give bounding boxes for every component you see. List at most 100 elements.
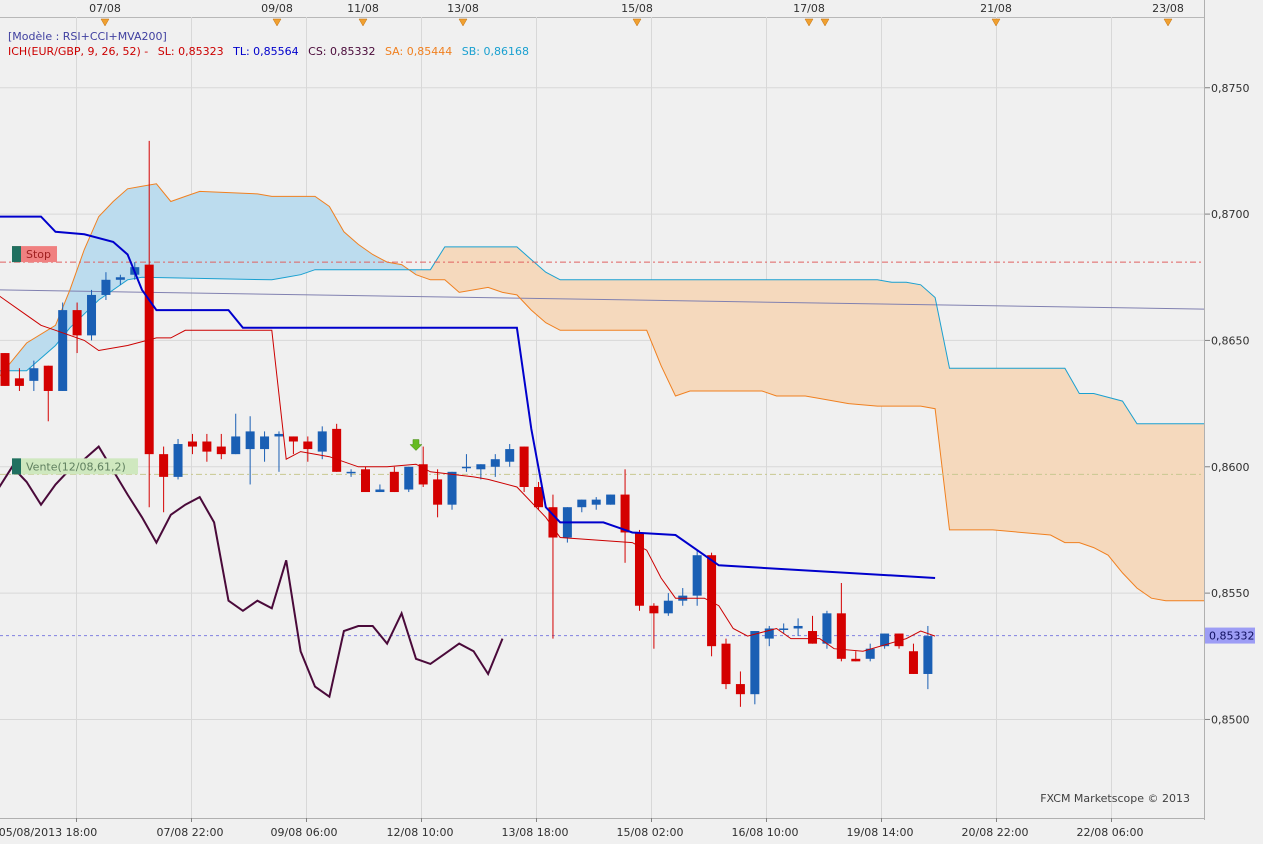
candle-body <box>793 625 803 629</box>
watermark: FXCM Marketscope © 2013 <box>1040 792 1190 805</box>
candle-body <box>187 441 197 447</box>
sl-value: SL: 0,85323 <box>158 45 224 58</box>
candle-body <box>577 499 587 508</box>
candle-body <box>779 628 789 630</box>
candle-body <box>115 277 125 280</box>
candle-body <box>14 378 24 386</box>
candle-body <box>548 507 558 538</box>
x-tick-label: 12/08 10:00 <box>387 826 454 839</box>
indicator-legend: ICH(EUR/GBP, 9, 26, 52) - SL: 0,85323 TL… <box>8 45 529 58</box>
candle-body <box>418 464 428 485</box>
sb-value: SB: 0,86168 <box>462 45 529 58</box>
vente-label-bg <box>12 458 138 475</box>
stop-label-text: Stop <box>26 248 51 261</box>
event-marker-icon[interactable] <box>100 18 110 27</box>
event-marker-icon[interactable] <box>991 18 1001 27</box>
candle-body <box>822 613 832 644</box>
x-tick-label: 13/08 18:00 <box>502 826 569 839</box>
vente-label[interactable]: Vente(12/08,61,2) <box>12 458 138 475</box>
top-date-label: 15/08 <box>621 2 653 15</box>
chart-info-legend: [Modèle : RSI+CCI+MVA200] ICH(EUR/GBP, 9… <box>8 30 529 58</box>
vente-label-marker <box>12 458 21 475</box>
stop-label[interactable]: Stop <box>12 246 57 263</box>
event-marker-icon[interactable] <box>272 18 282 27</box>
y-tick-label: 0,8750 <box>1211 82 1250 95</box>
top-date-label: 07/08 <box>89 2 121 15</box>
mva200-line <box>0 289 1204 310</box>
top-date-strip <box>0 0 1204 17</box>
top-date-label: 13/08 <box>447 2 479 15</box>
x-tick-label: 19/08 14:00 <box>847 826 914 839</box>
kumo-cloud-bullish <box>0 183 416 376</box>
candle-body <box>72 310 82 336</box>
event-marker-icon[interactable] <box>632 18 642 27</box>
y-tick-label: 0,8600 <box>1211 461 1250 474</box>
candle-body <box>880 633 890 647</box>
candle-body <box>389 471 399 493</box>
candle-body <box>288 436 298 442</box>
kumo-cloud-bearish <box>416 246 1204 601</box>
vente-label-text: Vente(12/08,61,2) <box>26 460 126 473</box>
candle-body <box>404 466 414 490</box>
candle-body <box>851 658 861 662</box>
candle-body <box>865 648 875 659</box>
candle-body <box>634 532 644 606</box>
candle-body <box>894 633 904 647</box>
candle-body <box>461 466 471 469</box>
candle-body <box>361 469 370 493</box>
candle-body <box>505 449 515 462</box>
candle-body <box>260 436 270 450</box>
ich-name: ICH(EUR/GBP, 9, 26, 52) - <box>8 45 148 58</box>
candle-body <box>490 459 500 467</box>
grid <box>0 17 1204 818</box>
candle-body <box>101 279 111 295</box>
candle-body <box>649 605 659 614</box>
candle-body <box>317 431 327 452</box>
candle-body <box>447 471 457 505</box>
candle-body <box>534 486 544 508</box>
event-marker-icon[interactable] <box>1163 18 1173 27</box>
candle-body <box>808 631 818 644</box>
candle-body <box>663 600 673 614</box>
top-date-label: 17/08 <box>793 2 825 15</box>
x-tick-label: 15/08 02:00 <box>617 826 684 839</box>
y-tick-label: 0,8700 <box>1211 208 1250 221</box>
candle-body <box>750 631 760 695</box>
sell-arrow-icon[interactable] <box>409 439 423 451</box>
candle-body <box>620 494 630 533</box>
event-marker-icon[interactable] <box>804 18 814 27</box>
candle-body <box>202 441 212 452</box>
current-price-tag <box>1205 627 1255 644</box>
event-marker-icon[interactable] <box>820 18 830 27</box>
senkou-a-line <box>0 183 1204 602</box>
x-tick-label: 05/08/2013 18:00 <box>0 826 97 839</box>
candle-body <box>173 444 183 477</box>
kijun-sen-line <box>0 295 936 652</box>
tenkan-sen-line <box>0 215 936 579</box>
x-tick-label: 22/08 06:00 <box>1077 826 1144 839</box>
candle-body <box>476 464 486 470</box>
candle-body <box>519 446 529 487</box>
stop-label-bg <box>12 246 57 263</box>
event-marker-icon[interactable] <box>358 18 368 27</box>
candle-body <box>606 494 616 505</box>
candle-body <box>245 431 255 450</box>
event-marker-icon[interactable] <box>458 18 468 27</box>
y-tick-label: 0,8550 <box>1211 587 1250 600</box>
candle-body <box>332 428 342 472</box>
candle-body <box>707 555 717 647</box>
stop-label-marker <box>12 246 21 263</box>
x-tick-label: 09/08 06:00 <box>271 826 338 839</box>
candle-body <box>375 489 385 493</box>
candle-body <box>0 353 10 386</box>
candle-body <box>735 684 745 695</box>
x-tick-label: 16/08 10:00 <box>732 826 799 839</box>
x-tick-label: 20/08 22:00 <box>962 826 1029 839</box>
candle-body <box>346 471 356 474</box>
candle-body <box>923 636 933 674</box>
candle-body <box>144 264 154 455</box>
candle-body <box>274 433 284 437</box>
candle-body <box>764 628 774 639</box>
cs-value: CS: 0,85332 <box>308 45 375 58</box>
